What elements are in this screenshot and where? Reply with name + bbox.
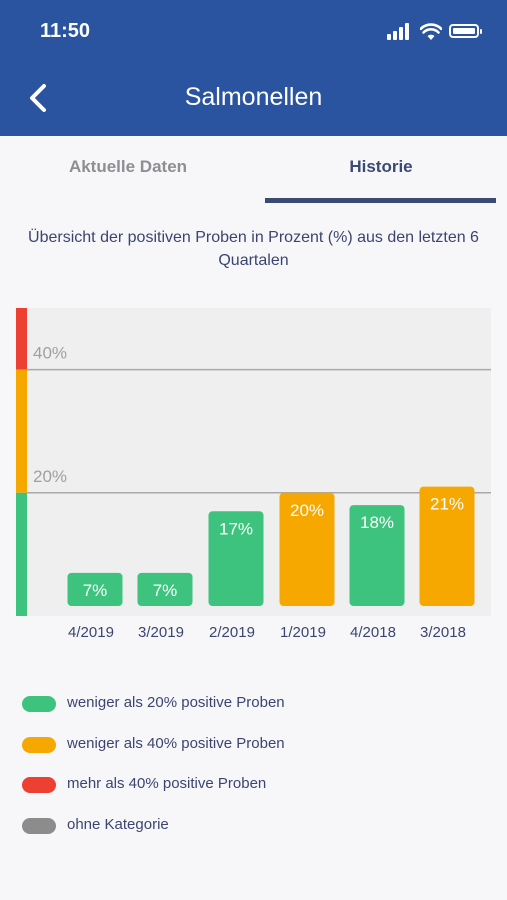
band-green — [16, 492, 27, 616]
legend-swatch-orange — [22, 736, 56, 753]
band-red — [16, 308, 27, 370]
legend-label: ohne Kategorie — [67, 815, 169, 833]
bar-value-label: 7% — [83, 581, 108, 600]
tab-history[interactable]: Historie — [349, 157, 413, 176]
battery-icon — [449, 24, 482, 38]
x-tick-label: 1/2019 — [280, 624, 326, 641]
wifi-icon — [420, 23, 442, 40]
chart-bar — [419, 486, 475, 606]
legend: weniger als 20% positive Proben weniger … — [22, 690, 482, 852]
legend-swatch-green — [22, 696, 56, 712]
bar-value-label: 20% — [290, 501, 324, 520]
tab-current-data[interactable]: Aktuelle Daten — [68, 157, 188, 176]
x-tick-label: 2/2019 — [209, 624, 255, 641]
threshold-label: 40% — [33, 344, 67, 363]
band-orange — [16, 369, 27, 493]
chart-bar — [349, 505, 405, 606]
bar-value-label: 17% — [219, 519, 253, 538]
threshold-label: 20% — [33, 467, 67, 486]
chart-description: Übersicht der positiven Proben in Prozen… — [28, 229, 479, 269]
history-bar-chart: 40% 20% 7% 4/2019 7% 3/2019 17% 2/2019 20% 1/2019… — [16, 308, 491, 641]
x-tick-label: 3/2019 — [138, 624, 184, 641]
legend-item-green: weniger als 20% positive Proben — [22, 690, 482, 731]
bar-value-label: 21% — [430, 495, 464, 514]
bar-value-label: 7% — [153, 581, 178, 600]
legend-item-orange: weniger als 40% positive Proben — [22, 731, 482, 772]
legend-label: mehr als 40% positive Proben — [67, 775, 267, 792]
status-time: 11:50 — [40, 20, 91, 42]
bar-value-label: 18% — [360, 513, 394, 532]
legend-item-grey: ohne Kategorie — [22, 812, 482, 853]
status-icons — [387, 22, 487, 42]
legend-label: weniger als 40% positive Proben — [67, 734, 285, 752]
signal-icon — [387, 22, 413, 40]
active-tab-indicator — [265, 198, 496, 203]
chevron-left-icon — [30, 84, 46, 112]
app-header: 11:50 Salmonellen — [0, 0, 507, 136]
legend-item-red: mehr als 40% positive Proben — [22, 771, 482, 812]
x-tick-label: 4/2019 — [68, 624, 114, 641]
back-button[interactable] — [22, 80, 56, 116]
tab-bar: Aktuelle Daten Historie — [0, 136, 507, 204]
page-title: Salmonellen — [184, 83, 323, 111]
legend-swatch-grey — [22, 817, 56, 834]
chart-bar — [279, 492, 335, 606]
legend-swatch-red — [22, 777, 56, 793]
x-tick-label: 4/2018 — [350, 624, 396, 641]
chart-bar — [67, 572, 123, 606]
chart-bar — [208, 511, 264, 606]
legend-label: weniger als 20% positive Proben — [67, 694, 285, 711]
chart-bar — [137, 572, 193, 606]
x-tick-label: 3/2018 — [420, 624, 466, 641]
